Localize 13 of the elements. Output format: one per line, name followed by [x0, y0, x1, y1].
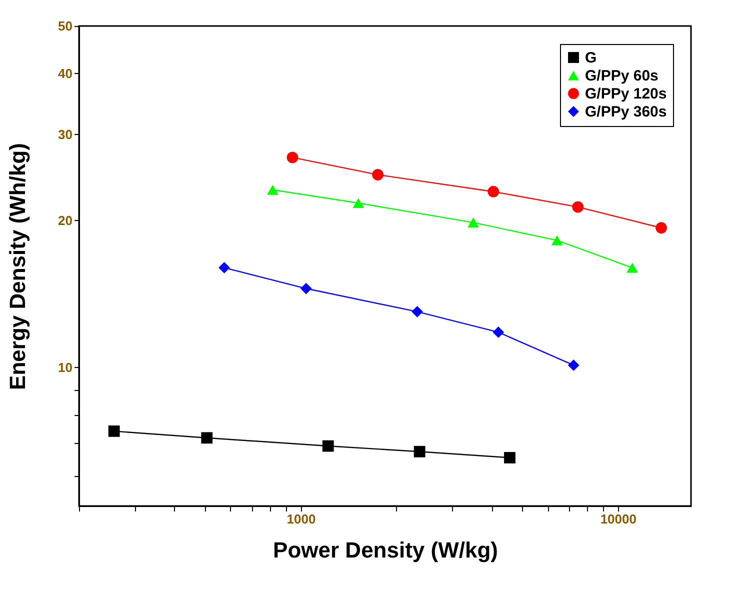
- x-axis-title: Power Density (W/kg): [273, 538, 498, 562]
- legend-label: G/PPy 120s: [585, 86, 667, 102]
- x-tick-label: 1000: [286, 512, 316, 526]
- legend-label: G/PPy 360s: [585, 104, 667, 120]
- y-tick-label: 40: [58, 66, 72, 81]
- x-tick-label: 10000: [600, 512, 636, 526]
- y-tick-label: 50: [58, 18, 72, 34]
- y-tick-label: 10: [58, 360, 72, 375]
- y-tick-label: 30: [58, 126, 72, 142]
- legend-label: G: [585, 50, 597, 66]
- y-tick-label: 20: [58, 212, 72, 228]
- y-axis-title: Energy Density (Wh/kg): [5, 143, 30, 390]
- legend-label: G/PPy 60s: [585, 68, 658, 84]
